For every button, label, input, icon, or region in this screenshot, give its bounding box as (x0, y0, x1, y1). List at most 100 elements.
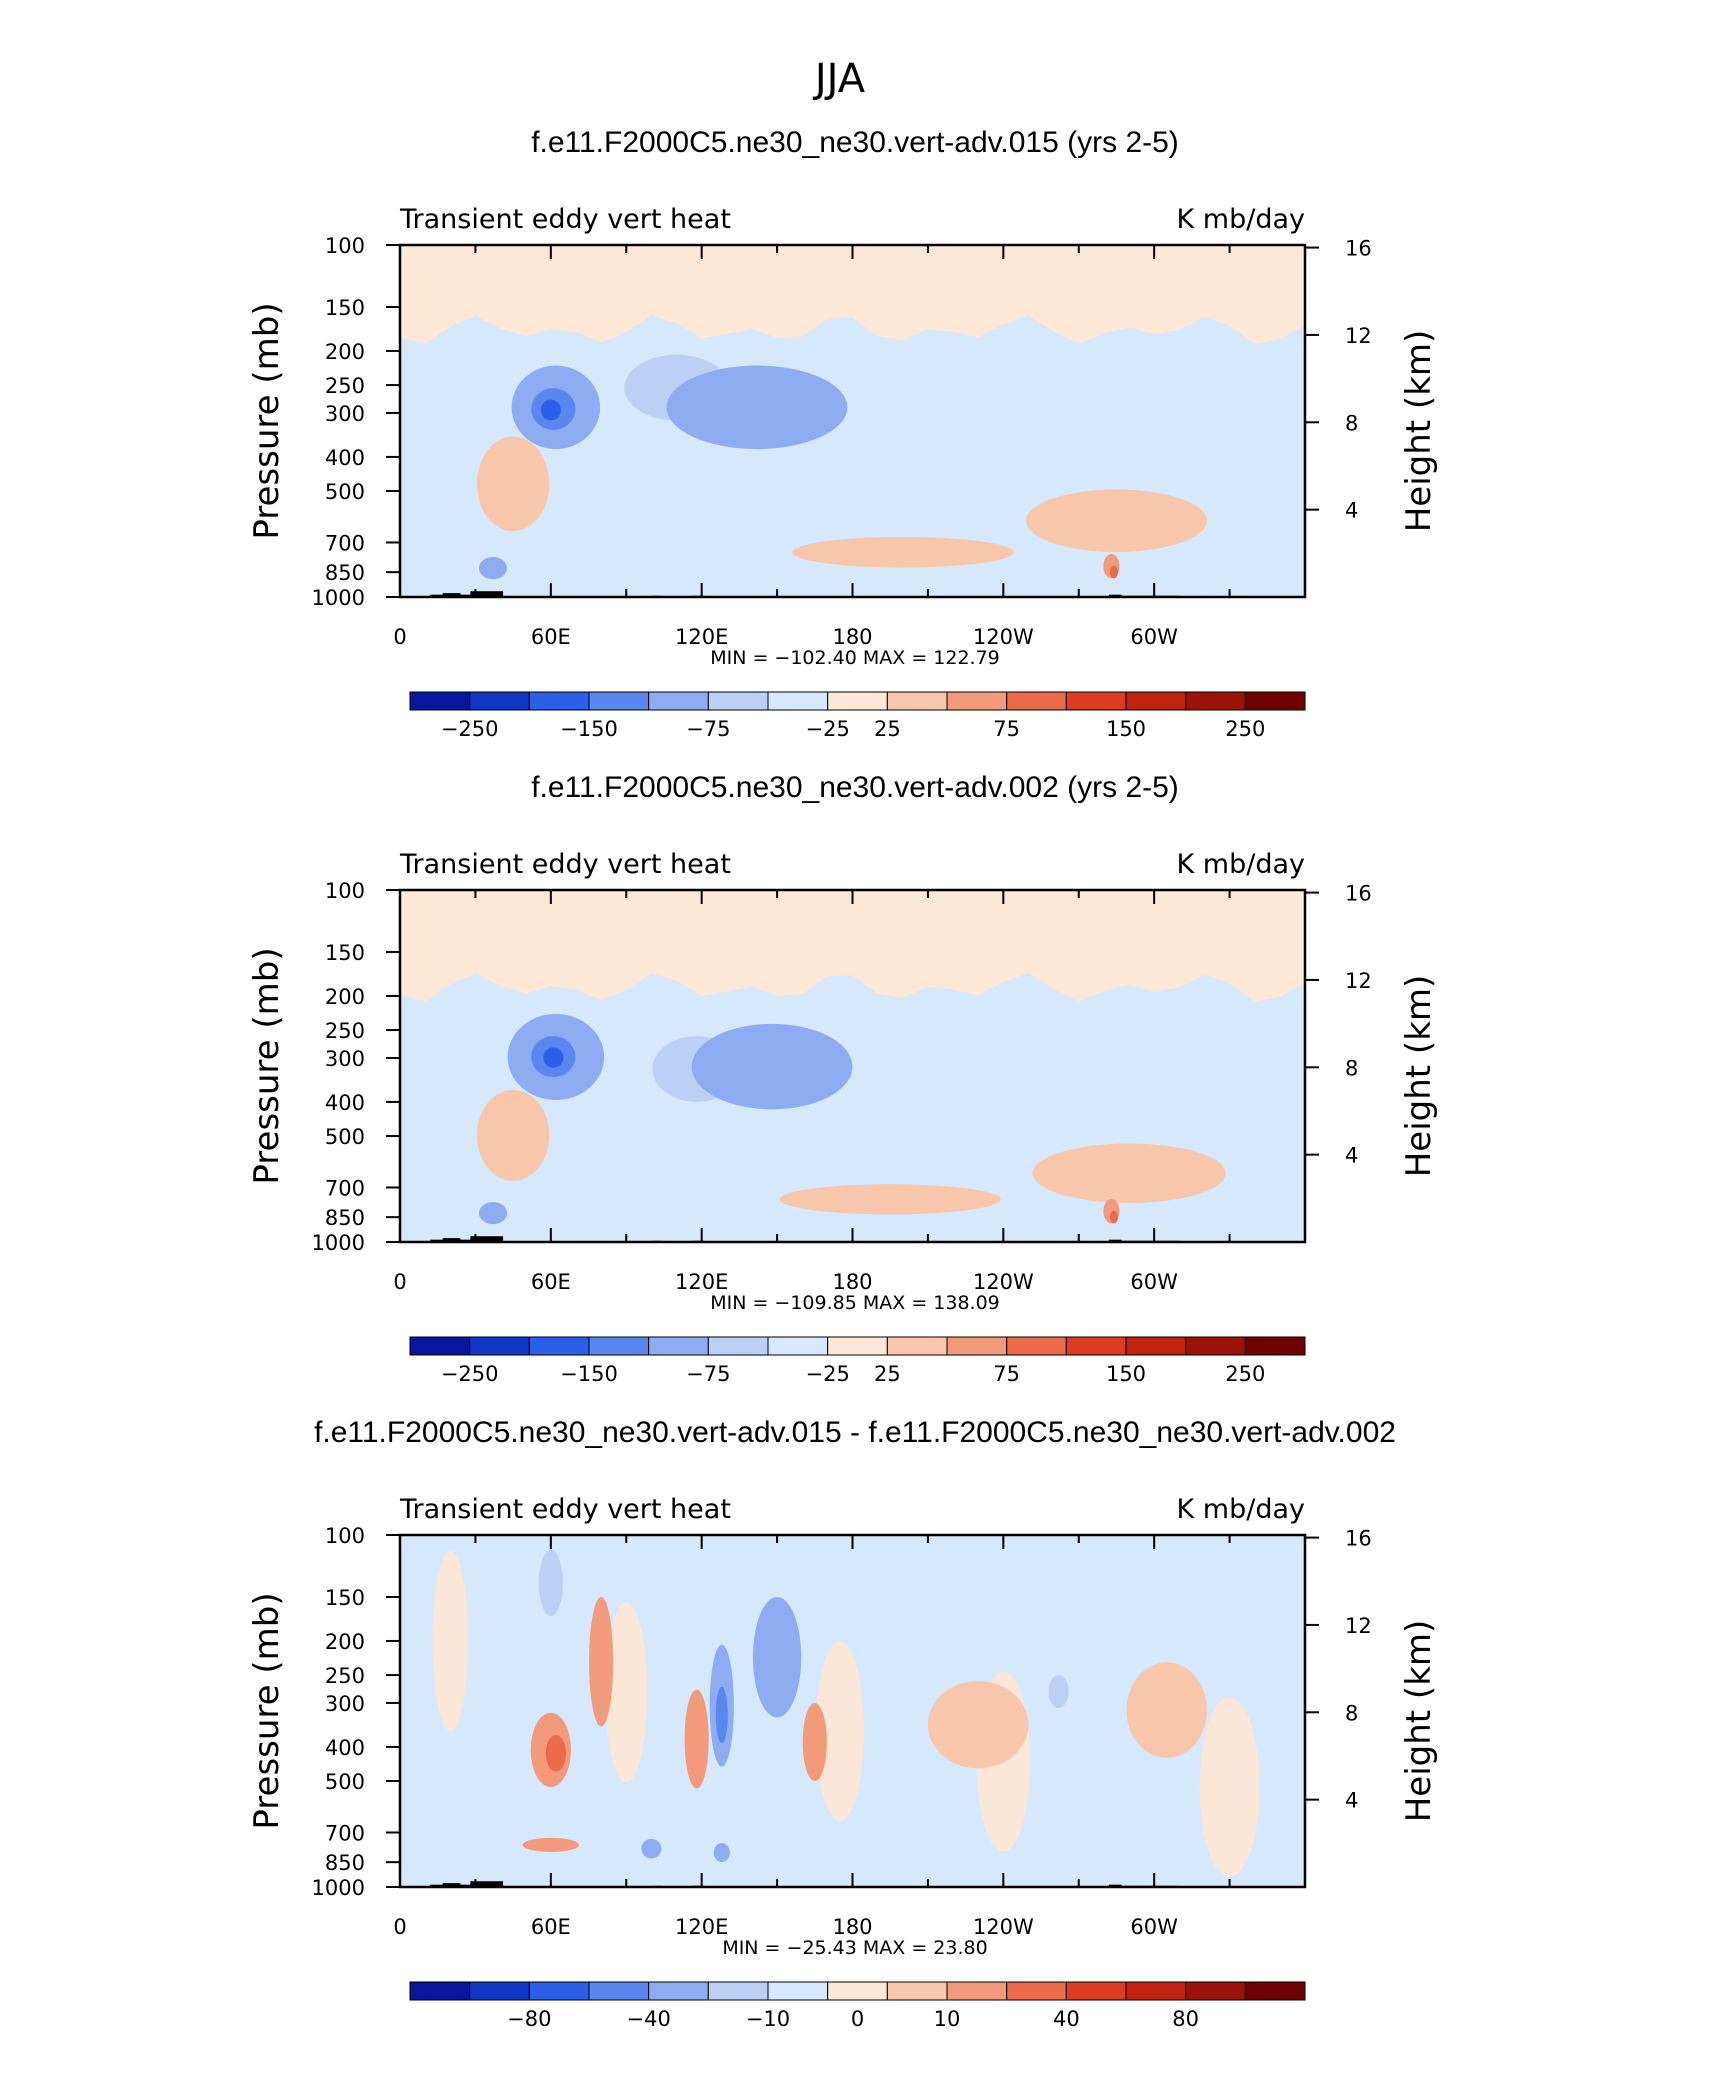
x-tick-label: 60W (1130, 625, 1178, 649)
upper-positive-region (400, 245, 1305, 344)
variable-label: Transient eddy vert heat (399, 1494, 731, 1525)
y-tick-label: 300 (325, 402, 365, 426)
colorbar-swatch (886, 1981, 948, 2001)
colorbar-swatch (409, 691, 471, 711)
colorbar-swatch (1185, 1336, 1246, 1356)
negative-contour (478, 557, 508, 580)
colorbar-swatch (1185, 1981, 1246, 2001)
min-max-label: MIN = −109.85 MAX = 138.09 (710, 1292, 1000, 1314)
positive-contour (1109, 1210, 1118, 1224)
colorbar-swatch (767, 691, 829, 711)
colorbar-swatch (409, 1981, 471, 2001)
positive-contour (684, 1689, 709, 1789)
x-tick-label: 120E (675, 1270, 728, 1294)
colorbar-label: −25 (806, 1362, 850, 1386)
y-tick-label: 200 (325, 1630, 365, 1654)
positive-contour (589, 1596, 614, 1727)
negative-contour (540, 399, 561, 421)
y-tick-label: 200 (325, 985, 365, 1009)
positive-contour (1126, 1662, 1207, 1758)
x-tick-label: 120E (675, 1915, 728, 1939)
y-tick-label: 700 (325, 1176, 365, 1200)
colorbar-swatch (528, 1981, 590, 2001)
negative-contour (478, 1202, 508, 1225)
y-tick-label: 500 (325, 1125, 365, 1149)
colorbar: −250 −150 −75 −25 25 75 150 250 (409, 1336, 1306, 1386)
colorbar-label: −250 (441, 1362, 499, 1386)
x-tick-label: 0 (393, 625, 406, 649)
y-tick-label: 700 (325, 531, 365, 555)
y-tick-label: 1000 (312, 586, 365, 610)
y2-tick-label: 16 (1345, 1527, 1372, 1551)
y-tick-label: 500 (325, 480, 365, 504)
colorbar: −250 −150 −75 −25 25 75 150 250 (409, 691, 1306, 741)
variable-label: Transient eddy vert heat (399, 204, 731, 235)
y2-axis-label: Height (km) (1399, 330, 1439, 533)
x-tick-label: 60W (1130, 1270, 1178, 1294)
colorbar-swatch (1244, 1336, 1306, 1356)
min-max-label: MIN = −102.40 MAX = 122.79 (710, 647, 1000, 669)
colorbar-swatch (707, 1336, 769, 1356)
y-axis-label: Pressure (mb) (247, 947, 287, 1184)
y2-tick-label: 4 (1345, 1789, 1358, 1813)
positive-contour (1109, 565, 1118, 579)
colorbar-swatch (1065, 691, 1127, 711)
positive-streak (815, 1640, 864, 1821)
colorbar-swatch (946, 1336, 1008, 1356)
y-tick-label: 850 (325, 1206, 365, 1230)
y-tick-label: 250 (325, 374, 365, 398)
colorbar-label: 75 (993, 1362, 1020, 1386)
colorbar-swatch (1006, 1336, 1067, 1356)
y-tick-label: 150 (325, 1586, 365, 1610)
positive-contour (1032, 1143, 1226, 1204)
x-tick-label: 120E (675, 625, 728, 649)
colorbar-swatch (409, 1336, 471, 1356)
topography-block (470, 1881, 504, 1887)
x-tick-label: 120W (973, 625, 1034, 649)
topography-block (442, 593, 461, 597)
colorbar-swatch (827, 691, 888, 711)
colorbar-label: 25 (874, 717, 901, 741)
y2-axis-label: Height (km) (1399, 975, 1439, 1178)
colorbar-swatch (588, 1981, 650, 2001)
y-tick-label: 1000 (312, 1231, 365, 1255)
colorbar-swatch (1185, 691, 1246, 711)
y2-tick-label: 16 (1345, 237, 1372, 261)
colorbar-label: −10 (746, 2007, 790, 2031)
negative-contour (666, 365, 848, 450)
colorbar-swatch (469, 1981, 530, 2001)
negative-contour (713, 1843, 730, 1863)
colorbar-label: −80 (507, 2007, 551, 2031)
panels: f.e11.F2000C5.ne30_ne30.vert-adv.015 (yr… (247, 126, 1439, 2031)
colorbar-swatch (1244, 691, 1306, 711)
y-tick-label: 500 (325, 1770, 365, 1794)
colorbar-label: 10 (934, 2007, 961, 2031)
positive-streak (432, 1550, 469, 1731)
units-label: K mb/day (1177, 1494, 1306, 1525)
x-tick-label: 0 (393, 1915, 406, 1939)
colorbar-label: 0 (851, 2007, 864, 2031)
x-tick-label: 60E (531, 1270, 571, 1294)
negative-contour (691, 1023, 853, 1110)
y-tick-label: 100 (325, 234, 365, 258)
variable-label: Transient eddy vert heat (399, 849, 731, 880)
panel-1: f.e11.F2000C5.ne30_ne30.vert-adv.015 (yr… (247, 126, 1439, 741)
panel-3: f.e11.F2000C5.ne30_ne30.vert-adv.015 - f… (247, 1416, 1439, 2031)
colorbar-swatch (827, 1981, 888, 2001)
y-tick-label: 250 (325, 1664, 365, 1688)
upper-positive-region (400, 890, 1305, 1002)
panel-title: f.e11.F2000C5.ne30_ne30.vert-adv.015 - f… (314, 1416, 1396, 1449)
negative-contour (1048, 1675, 1069, 1708)
x-tick-label: 0 (393, 1270, 406, 1294)
panel-title: f.e11.F2000C5.ne30_ne30.vert-adv.002 (yr… (531, 771, 1179, 804)
colorbar-label: 250 (1225, 717, 1265, 741)
y2-tick-label: 12 (1345, 1614, 1372, 1638)
y2-tick-label: 12 (1345, 969, 1372, 993)
colorbar-swatch (767, 1336, 829, 1356)
positive-contour (522, 1837, 579, 1852)
colorbar-swatch (767, 1981, 829, 2001)
y-axis-label: Pressure (mb) (247, 1592, 287, 1829)
colorbar-swatch (707, 691, 769, 711)
colorbar-label: 40 (1053, 2007, 1080, 2031)
colorbar-label: −150 (560, 1362, 618, 1386)
